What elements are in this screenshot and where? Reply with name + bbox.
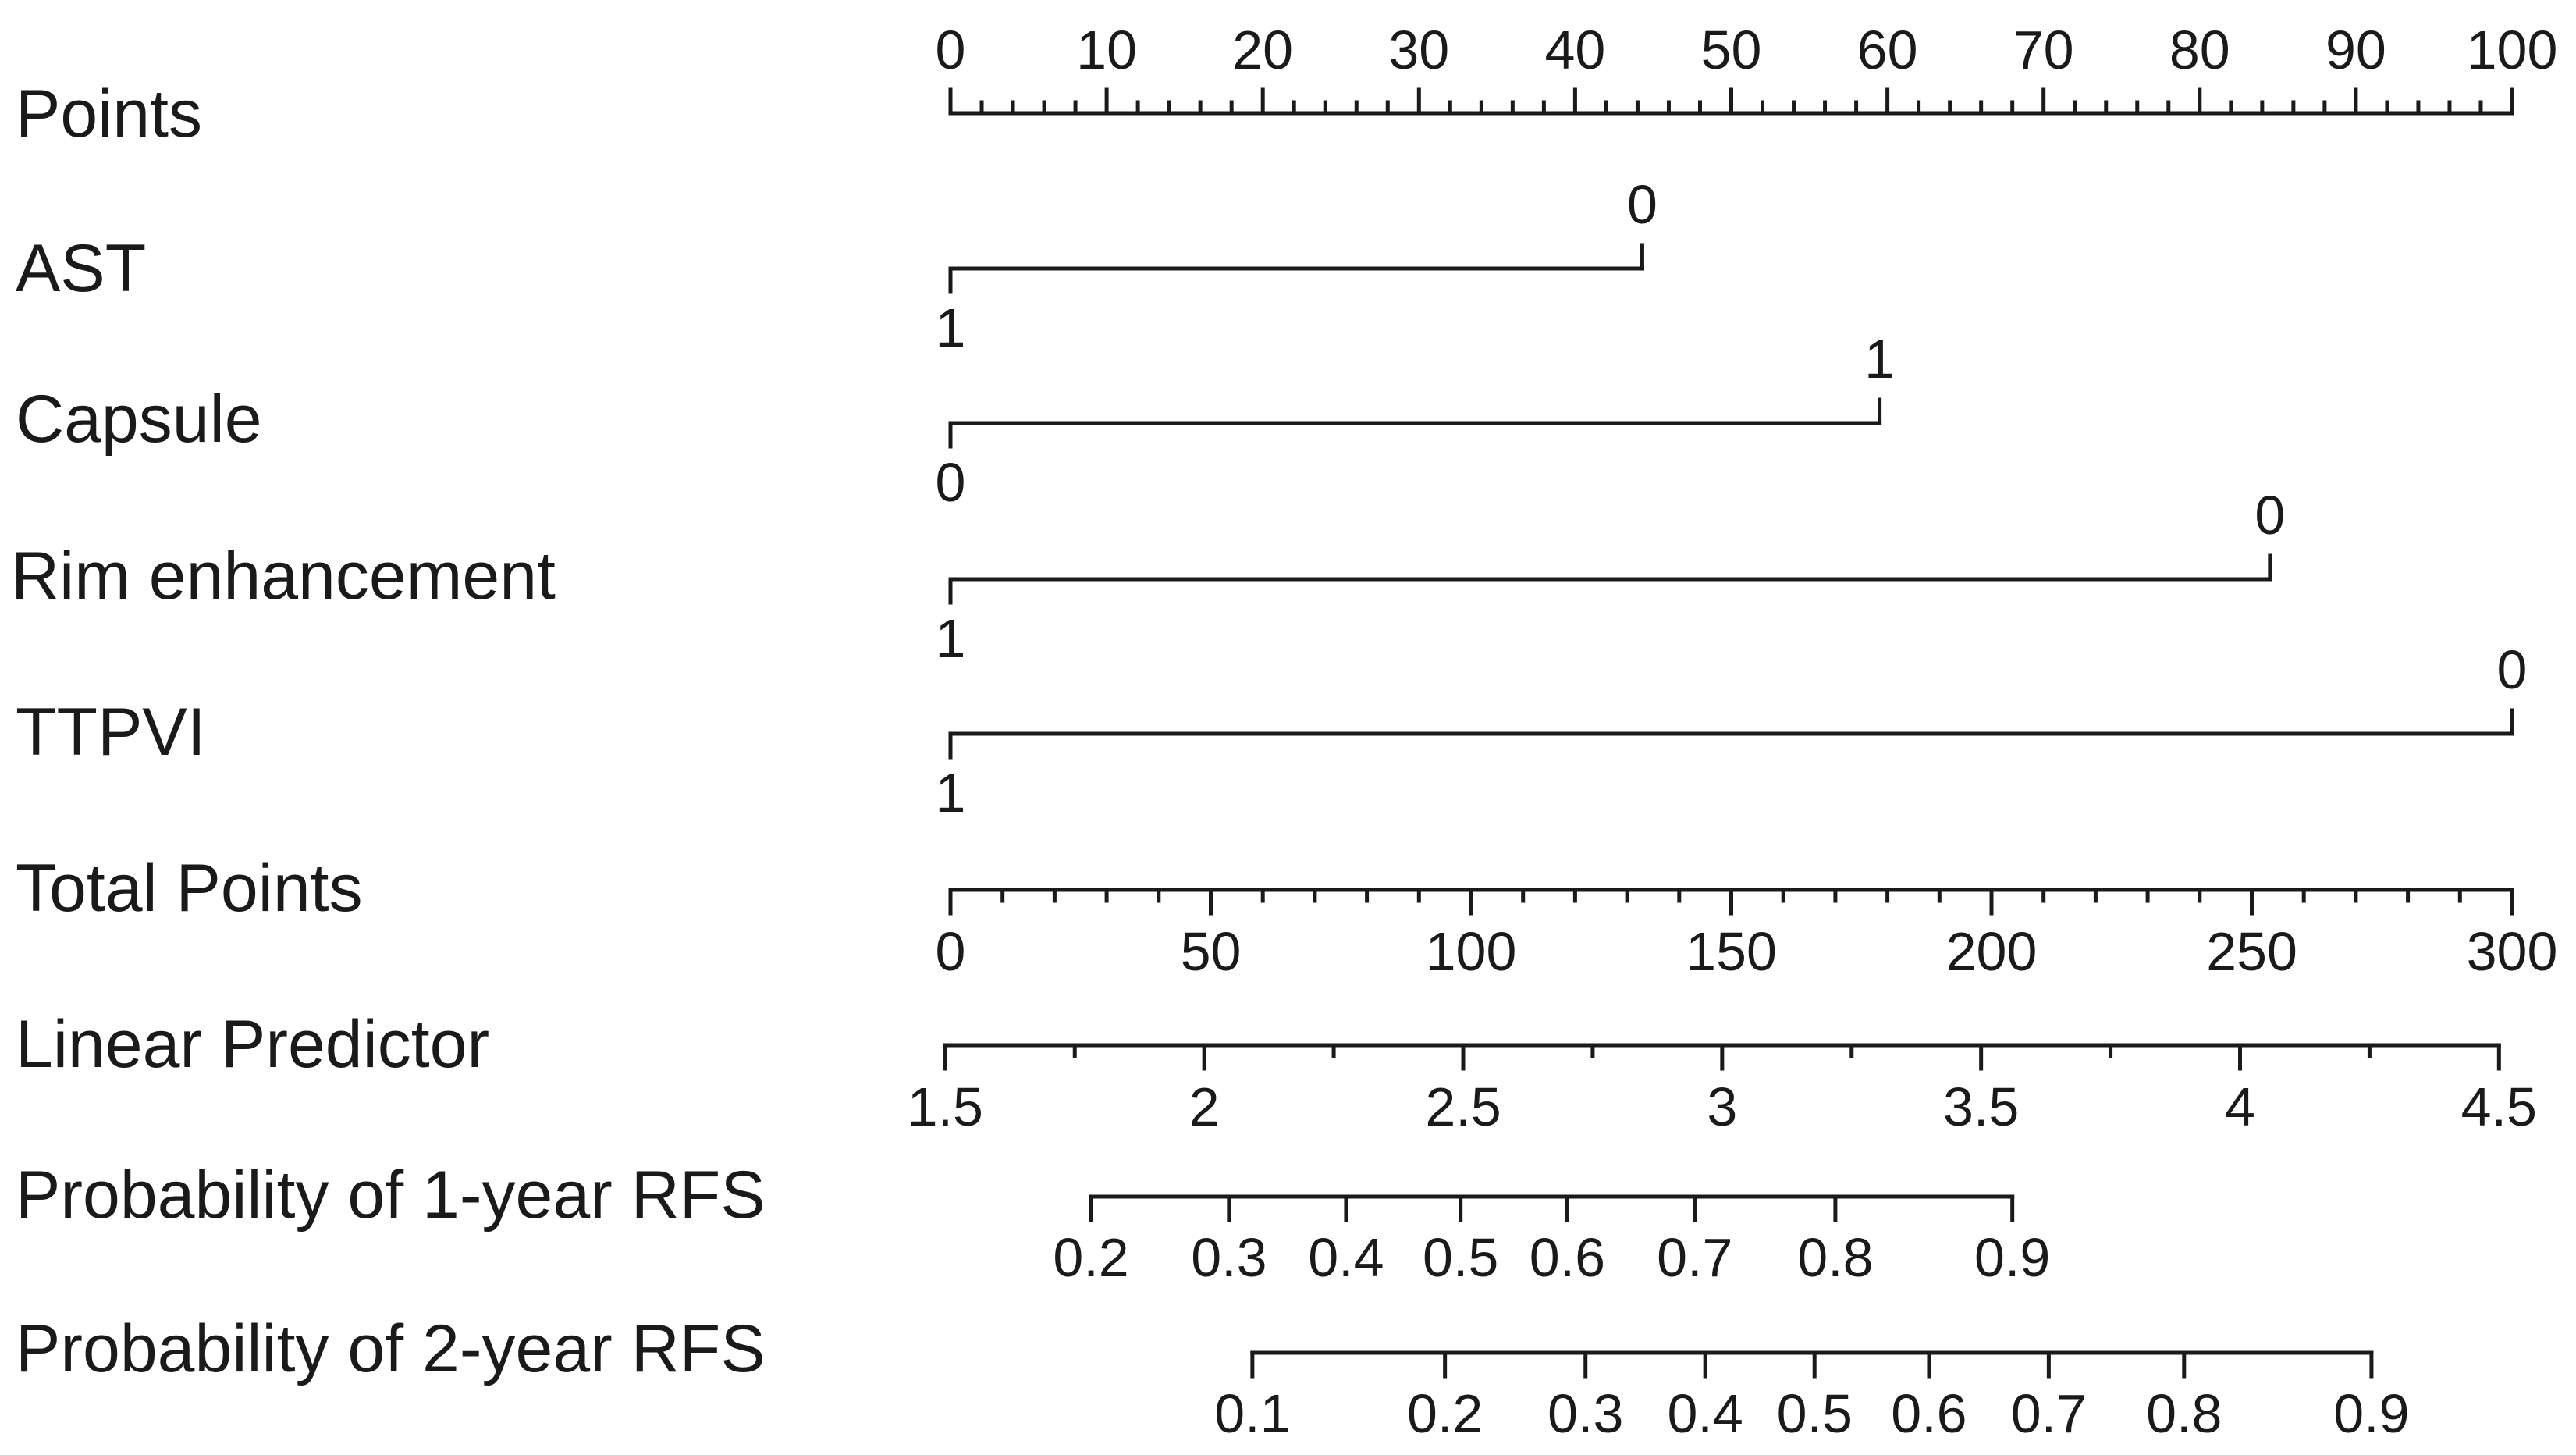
points-tick-label: 20 [1232,20,1293,80]
row-label-total-points: Total Points [16,851,363,926]
capsule-level-label: 1 [1864,329,1895,390]
rim-level-label: 1 [936,608,966,669]
lp-tick-label: 3.5 [1943,1076,2019,1137]
row-label-ast: AST [16,231,146,306]
points-tick-label: 100 [2467,20,2558,80]
points-tick-label: 10 [1076,20,1137,80]
rfs1-tick-label: 0.8 [1797,1227,1873,1288]
rfs2-tick-label: 0.1 [1214,1383,1290,1444]
points-tick-label: 30 [1388,20,1449,80]
row-label-1-year-rfs: Probability of 1-year RFS [16,1158,766,1233]
lp-tick-label: 4 [2225,1076,2255,1137]
lp-tick-label: 3 [1707,1076,1737,1137]
rfs2-tick-label: 0.9 [2333,1383,2409,1444]
rfs2-tick-label: 0.7 [2011,1383,2087,1444]
total-tick-label: 300 [2467,921,2558,982]
points-tick-label: 90 [2326,20,2386,80]
rfs2-tick-label: 0.5 [1777,1383,1853,1444]
total-tick-label: 200 [1946,921,2038,982]
row-labels: Points AST Capsule Rim enhancement TTPVI… [11,76,766,1386]
rfs1-tick-label: 0.2 [1053,1227,1128,1288]
ast-level-label: 0 [1627,174,1658,235]
ttpvi-level-label: 1 [936,763,966,824]
points-tick-label: 70 [2013,20,2074,80]
row-label-points: Points [16,76,202,151]
ttpvi-level-label: 0 [2497,639,2528,700]
row-label-2-year-rfs: Probability of 2-year RFS [16,1311,766,1386]
rfs1-tick-label: 0.4 [1308,1227,1384,1288]
points-tick-label: 40 [1544,20,1605,80]
points-tick-label: 60 [1857,20,1918,80]
total-tick-label: 100 [1426,921,1517,982]
row-label-ttpvi: TTPVI [16,695,206,770]
lp-tick-label: 2 [1189,1076,1220,1137]
total-tick-label: 150 [1686,921,1777,982]
rfs2-tick-label: 0.3 [1547,1383,1623,1444]
points-tick-label: 0 [936,20,966,80]
rfs2-tick-label: 0.8 [2146,1383,2222,1444]
ast-level-label: 1 [936,297,966,358]
capsule-level-label: 0 [936,452,966,513]
rfs2-tick-label: 0.4 [1667,1383,1743,1444]
row-label-capsule: Capsule [16,382,262,457]
rfs2-tick-label: 0.2 [1407,1383,1483,1444]
row-label-linear-predictor: Linear Predictor [16,1007,489,1082]
rim-level-label: 0 [2254,485,2285,546]
points-tick-label: 50 [1701,20,1762,80]
total-tick-label: 50 [1181,921,1242,982]
rfs1-tick-label: 0.6 [1530,1227,1605,1288]
row-label-rim-enhancement: Rim enhancement [11,539,556,614]
rfs1-tick-label: 0.9 [1974,1227,2050,1288]
lp-tick-label: 2.5 [1425,1076,1501,1137]
total-tick-label: 0 [936,921,966,982]
rfs1-tick-label: 0.3 [1191,1227,1267,1288]
total-tick-label: 250 [2206,921,2297,982]
rfs2-tick-label: 0.6 [1891,1383,1967,1444]
lp-tick-label: 4.5 [2461,1076,2537,1137]
lp-tick-label: 1.5 [908,1076,983,1137]
rfs1-tick-label: 0.7 [1657,1227,1732,1288]
points-tick-label: 80 [2169,20,2230,80]
rfs1-tick-label: 0.5 [1423,1227,1498,1288]
